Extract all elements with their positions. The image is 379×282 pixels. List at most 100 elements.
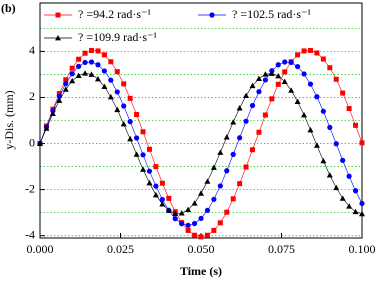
marker <box>359 140 365 146</box>
marker <box>185 227 191 233</box>
marker <box>204 207 211 213</box>
y-tick-label: 4 <box>29 43 35 57</box>
marker <box>198 190 204 196</box>
marker <box>327 65 333 71</box>
marker <box>320 108 326 114</box>
marker <box>75 72 82 78</box>
marker <box>359 200 365 207</box>
legend-marker <box>55 12 61 18</box>
marker <box>237 135 243 141</box>
marker <box>295 52 301 58</box>
marker <box>204 178 211 184</box>
marker <box>198 234 204 240</box>
marker <box>159 201 166 207</box>
marker <box>217 183 223 189</box>
marker <box>307 47 313 53</box>
marker <box>204 232 210 238</box>
marker <box>63 77 69 83</box>
marker <box>243 118 249 124</box>
marker <box>275 81 281 87</box>
marker <box>346 203 353 209</box>
marker <box>237 181 243 187</box>
marker <box>191 220 198 227</box>
marker <box>339 195 346 201</box>
marker <box>89 47 95 53</box>
marker <box>127 135 134 142</box>
marker <box>217 220 223 226</box>
marker <box>211 196 217 202</box>
marker <box>268 70 275 76</box>
marker <box>359 210 365 217</box>
marker <box>69 65 75 71</box>
marker <box>314 94 320 100</box>
marker <box>198 215 204 222</box>
marker <box>114 89 120 95</box>
marker <box>108 59 114 65</box>
marker <box>353 122 359 128</box>
marker <box>249 102 256 109</box>
marker <box>159 196 165 203</box>
marker <box>159 180 165 186</box>
marker <box>275 62 281 68</box>
marker <box>94 76 101 82</box>
marker <box>250 147 256 153</box>
marker <box>82 50 88 56</box>
marker <box>249 82 256 89</box>
marker <box>178 210 185 216</box>
marker <box>262 112 268 118</box>
marker <box>320 56 326 62</box>
y-tick-label: 0 <box>29 135 35 149</box>
marker <box>333 141 339 147</box>
marker <box>107 94 114 100</box>
marker <box>146 179 153 186</box>
marker <box>121 81 127 87</box>
marker <box>56 93 62 99</box>
marker <box>301 71 307 77</box>
marker <box>262 71 269 77</box>
marker <box>172 210 179 216</box>
marker <box>307 81 314 87</box>
marker <box>133 151 140 157</box>
marker <box>288 59 294 66</box>
marker <box>127 95 133 101</box>
marker <box>320 157 327 164</box>
marker <box>352 208 359 215</box>
x-tick-label: 0.000 <box>27 242 54 256</box>
marker <box>243 92 250 99</box>
marker <box>69 71 75 77</box>
marker <box>243 164 249 170</box>
marker <box>146 146 152 152</box>
legend-label: ? =102.5 rad·s⁻¹ <box>232 7 311 21</box>
legend-marker <box>55 35 61 41</box>
marker <box>210 164 217 170</box>
marker <box>346 106 352 112</box>
marker <box>76 63 82 69</box>
marker <box>230 196 236 202</box>
marker <box>346 173 352 179</box>
marker <box>294 98 301 105</box>
marker <box>211 227 217 233</box>
legend-marker <box>209 12 215 18</box>
marker <box>224 209 230 215</box>
marker <box>223 134 230 140</box>
marker <box>255 75 262 81</box>
marker <box>114 106 121 113</box>
panel-label: (b) <box>1 1 16 15</box>
marker <box>282 59 288 65</box>
x-tick-label: 0.075 <box>268 242 295 256</box>
marker <box>236 105 243 111</box>
marker <box>120 120 127 127</box>
y-tick-label: 2 <box>29 89 35 103</box>
marker <box>224 168 230 174</box>
marker <box>230 151 236 157</box>
marker <box>269 96 275 102</box>
marker <box>281 78 288 84</box>
marker <box>134 112 140 118</box>
marker <box>101 52 107 58</box>
marker <box>262 77 268 83</box>
marker <box>152 191 159 198</box>
marker <box>146 168 153 174</box>
marker <box>76 56 82 62</box>
marker <box>179 221 185 227</box>
marker <box>217 149 224 155</box>
